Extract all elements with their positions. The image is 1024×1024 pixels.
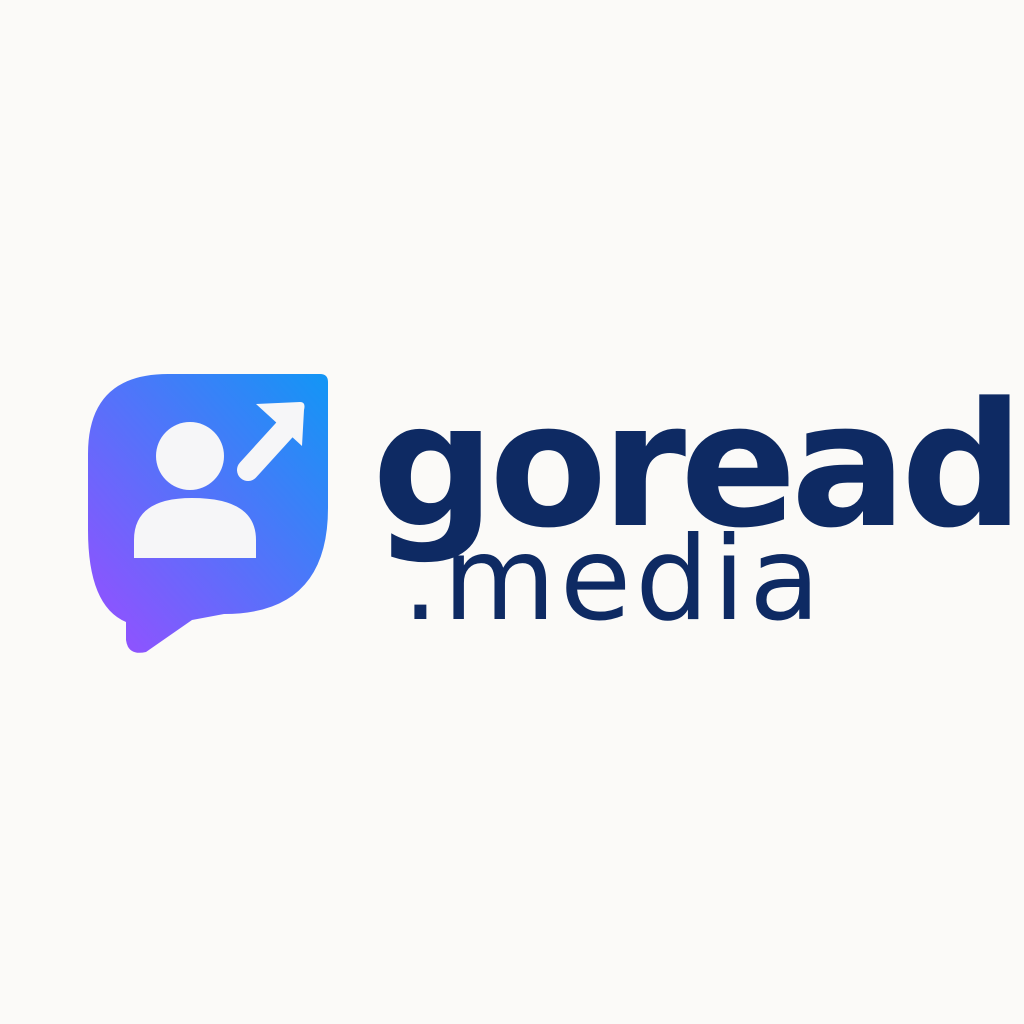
chat-bubble-user-growth-icon [84,370,336,656]
person-icon [134,422,256,558]
logo-mark-graphic [88,374,328,653]
arrow-up-right-icon [237,402,305,481]
wordmark: goread .media [372,380,1024,647]
brand-name: goread [372,365,1024,566]
brand-suffix: .media [402,512,825,647]
